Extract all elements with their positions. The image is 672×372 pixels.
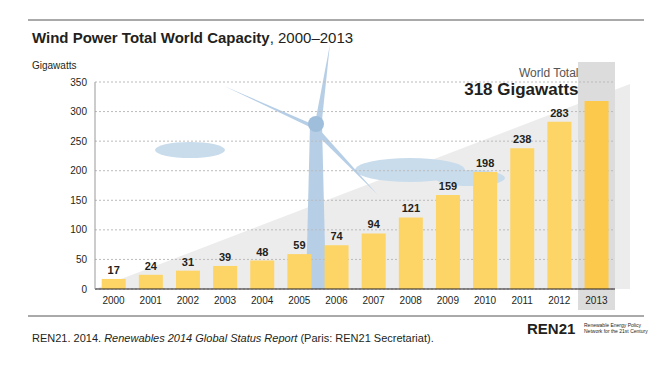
- svg-text:48: 48: [256, 246, 268, 258]
- svg-text:17: 17: [108, 264, 120, 276]
- svg-text:283: 283: [550, 107, 568, 119]
- svg-text:2008: 2008: [400, 295, 423, 306]
- svg-text:2010: 2010: [474, 295, 497, 306]
- svg-text:200: 200: [70, 165, 87, 176]
- svg-text:31: 31: [182, 256, 194, 268]
- svg-text:318 Gigawatts: 318 Gigawatts: [464, 80, 578, 99]
- svg-text:2009: 2009: [437, 295, 460, 306]
- svg-text:2007: 2007: [362, 295, 385, 306]
- svg-text:2012: 2012: [548, 295, 571, 306]
- svg-text:0: 0: [81, 284, 87, 295]
- svg-text:59: 59: [293, 239, 305, 251]
- svg-text:300: 300: [70, 106, 87, 117]
- svg-text:2005: 2005: [288, 295, 311, 306]
- svg-text:2006: 2006: [325, 295, 348, 306]
- svg-text:50: 50: [76, 254, 88, 265]
- svg-text:2000: 2000: [102, 295, 125, 306]
- svg-text:2001: 2001: [140, 295, 163, 306]
- svg-text:2004: 2004: [251, 295, 274, 306]
- svg-text:159: 159: [439, 180, 457, 192]
- svg-text:121: 121: [402, 202, 420, 214]
- svg-text:250: 250: [70, 136, 87, 147]
- html-text:Gigawatts: Gigawatts: [32, 60, 77, 71]
- svg-text:2003: 2003: [214, 295, 237, 306]
- svg-text:198: 198: [476, 157, 494, 169]
- svg-text:238: 238: [513, 133, 531, 145]
- svg-text:World Total: World Total: [519, 66, 579, 80]
- svg-text:94: 94: [368, 218, 381, 230]
- html-text:Renewable Energy Policy Networ: Renewable Energy Policy Network for the …: [584, 322, 648, 334]
- html-text:REN21: REN21: [527, 320, 576, 337]
- svg-text:2013: 2013: [585, 295, 608, 306]
- svg-text:150: 150: [70, 195, 87, 206]
- svg-text:74: 74: [330, 230, 343, 242]
- svg-text:100: 100: [70, 224, 87, 235]
- svg-text:2011: 2011: [511, 295, 533, 306]
- svg-text:350: 350: [70, 77, 87, 88]
- svg-text:39: 39: [219, 251, 231, 263]
- svg-text:2002: 2002: [177, 295, 200, 306]
- svg-text:24: 24: [145, 260, 158, 272]
- html-text:REN21. 2014. Renewables 2014 G: REN21. 2014. Renewables 2014 Global Stat…: [32, 332, 434, 344]
- html-text:Wind Power Total World Capacit: Wind Power Total World Capacity, 2000–20…: [32, 29, 354, 46]
